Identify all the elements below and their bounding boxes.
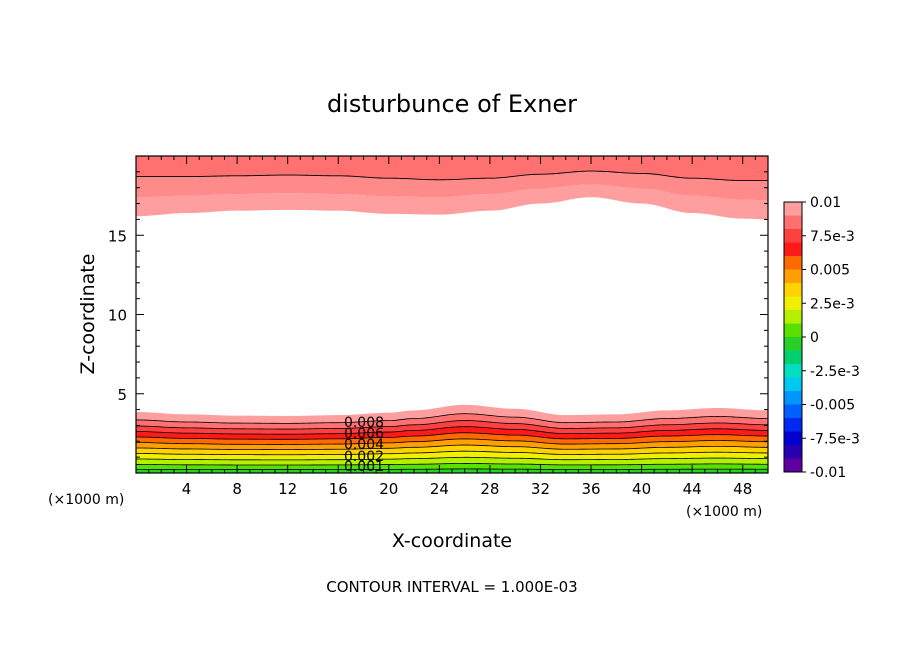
x-unit-left: (×1000 m) (48, 492, 124, 508)
colorbar-swatch (784, 350, 802, 365)
bottom-contour-line-10 (136, 468, 768, 470)
y-tick-label: 5 (117, 386, 127, 404)
colorbar-swatch (784, 418, 802, 432)
colorbar-swatch (784, 242, 802, 257)
bottom-contour-fill (136, 404, 768, 473)
bottom-contour-line-6 (136, 444, 768, 451)
colorbar-swatch (784, 215, 802, 230)
bottom-contour-line-2 (136, 420, 768, 430)
x-tick-label: 44 (683, 480, 702, 498)
x-tick-label: 4 (182, 480, 192, 498)
colorbar-swatch (784, 310, 802, 324)
y-axis: 5 10 15 (108, 171, 768, 458)
bottom-contour-line-1 (136, 413, 768, 424)
y-axis-label: Z-coordinate (77, 254, 99, 375)
colorbar-label: 7.5e-3 (810, 229, 855, 245)
x-tick-label: 20 (379, 480, 398, 498)
top-band-2 (136, 156, 768, 181)
contour-label: 0.001 (344, 459, 384, 475)
colorbar-swatch (784, 229, 802, 243)
colorbar-swatch (784, 377, 802, 392)
x-tick-label: 36 (581, 480, 600, 498)
bottom-contour-line-3 (136, 426, 768, 435)
colorbar-label: -0.005 (810, 398, 855, 414)
bottom-contour-line-7 (136, 450, 768, 456)
x-tick-label: 8 (232, 480, 242, 498)
contour-label: 0.002 (344, 449, 384, 465)
contour-label: 0.006 (344, 426, 384, 442)
colorbar-swatch (784, 445, 802, 459)
colorbar-label: 0 (810, 330, 819, 346)
bottom-contour-line-9 (136, 463, 768, 466)
colorbar-label: -7.5e-3 (810, 431, 860, 447)
chart-title: disturbunce of Exner (327, 90, 577, 118)
colorbar-swatch (784, 391, 802, 405)
x-axis: 4 8 12 16 20 24 28 32 36 40 44 48 (148, 156, 756, 498)
bottom-contour-line-5 (136, 438, 768, 445)
colorbar-label: -0.01 (810, 465, 846, 481)
colorbar-swatch (784, 431, 802, 446)
colorbar-label: 0.005 (810, 263, 850, 279)
x-tick-label: 32 (531, 480, 550, 498)
y-tick-label: 15 (108, 227, 127, 245)
x-tick-label: 24 (430, 480, 449, 498)
colorbar-swatch (784, 323, 802, 338)
colorbar-swatch (784, 458, 802, 473)
colorbar-swatch (784, 269, 802, 284)
colorbar-swatch (784, 337, 802, 351)
colorbar-swatch (784, 202, 802, 216)
colorbar-swatch (784, 256, 802, 270)
x-axis-label: X-coordinate (392, 530, 512, 552)
colorbar-label: -2.5e-3 (810, 364, 860, 380)
x-tick-label: 28 (480, 480, 499, 498)
colorbar-label: 2.5e-3 (810, 296, 855, 312)
colorbar-label: 0.01 (810, 195, 841, 211)
bottom-contour-line-4 (136, 432, 768, 440)
bottom-contour-line-8 (136, 456, 768, 461)
colorbar-swatch (784, 404, 802, 419)
x-unit-right: (×1000 m) (686, 504, 762, 520)
colorbar-swatch (784, 364, 802, 378)
colorbar: 0.01 7.5e-3 0.005 2.5e-3 0 -2.5e-3 -0.005 -7.5e… (783, 195, 860, 481)
contour-interval-footer: CONTOUR INTERVAL = 1.000E-03 (326, 578, 577, 596)
x-tick-label: 12 (278, 480, 297, 498)
contour-label: 0.008 (344, 415, 384, 431)
x-tick-label: 16 (329, 480, 348, 498)
top-contour-fill (136, 156, 768, 220)
colorbar-swatch (784, 296, 802, 311)
x-tick-label: 40 (632, 480, 651, 498)
top-band-1 (136, 171, 768, 201)
x-tick-label: 48 (733, 480, 752, 498)
colorbar-swatch (784, 283, 802, 297)
y-tick-label: 10 (108, 307, 127, 325)
top-band-0 (136, 184, 768, 220)
contour-label: 0.004 (344, 437, 384, 453)
top-contour-line-0 (136, 170, 768, 182)
